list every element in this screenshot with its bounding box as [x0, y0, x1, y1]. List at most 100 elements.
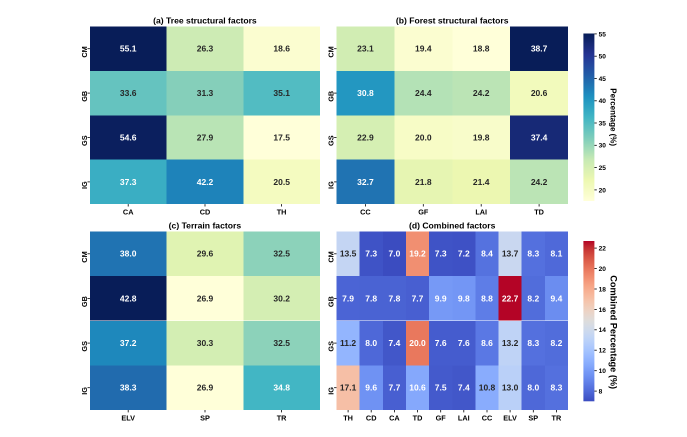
svg-text:10.6: 10.6 [409, 383, 426, 393]
svg-text:17.1: 17.1 [340, 383, 357, 393]
svg-text:GB: GB [327, 91, 336, 102]
svg-text:TD: TD [413, 414, 423, 423]
svg-text:8.3: 8.3 [527, 249, 539, 259]
svg-text:22: 22 [599, 246, 607, 253]
svg-text:GB: GB [80, 91, 89, 102]
svg-text:42.2: 42.2 [197, 177, 214, 187]
svg-text:26.9: 26.9 [197, 383, 214, 393]
svg-text:8: 8 [599, 389, 603, 396]
svg-text:GB: GB [80, 296, 89, 307]
svg-text:37.3: 37.3 [120, 177, 137, 187]
svg-text:8.0: 8.0 [365, 338, 377, 348]
svg-text:Combined Percentage (%): Combined Percentage (%) [609, 275, 619, 389]
svg-text:30.3: 30.3 [197, 338, 214, 348]
svg-text:CA: CA [123, 208, 134, 217]
svg-text:IG: IG [80, 181, 89, 189]
svg-text:SP: SP [200, 414, 210, 423]
svg-text:38.0: 38.0 [120, 249, 137, 259]
svg-text:35.1: 35.1 [273, 88, 290, 98]
svg-text:(a) Tree structural factors: (a) Tree structural factors [153, 15, 257, 25]
svg-text:19.8: 19.8 [473, 132, 490, 142]
svg-text:SP: SP [528, 414, 538, 423]
svg-text:8.2: 8.2 [550, 338, 562, 348]
svg-text:IG: IG [80, 387, 89, 395]
svg-text:34.8: 34.8 [273, 383, 290, 393]
svg-text:30: 30 [599, 143, 607, 150]
svg-text:CC: CC [360, 208, 371, 217]
svg-text:8.3: 8.3 [527, 338, 539, 348]
svg-text:8.4: 8.4 [481, 249, 493, 259]
svg-text:23.1: 23.1 [357, 44, 374, 54]
svg-text:13.5: 13.5 [340, 249, 357, 259]
svg-text:20.5: 20.5 [273, 177, 290, 187]
svg-text:7.8: 7.8 [365, 293, 377, 303]
svg-text:TR: TR [277, 414, 287, 423]
svg-text:IG: IG [327, 181, 336, 189]
svg-text:20.0: 20.0 [409, 338, 426, 348]
svg-text:9.4: 9.4 [550, 293, 562, 303]
svg-text:7.2: 7.2 [458, 249, 470, 259]
svg-text:38.7: 38.7 [531, 44, 548, 54]
svg-text:17.5: 17.5 [273, 132, 290, 142]
svg-text:22.7: 22.7 [502, 293, 519, 303]
svg-text:GS: GS [327, 135, 336, 146]
svg-text:CC: CC [482, 414, 493, 423]
svg-text:45: 45 [599, 76, 607, 83]
svg-text:32.5: 32.5 [273, 338, 290, 348]
svg-text:25: 25 [599, 165, 607, 172]
svg-text:20.6: 20.6 [531, 88, 548, 98]
svg-text:27.9: 27.9 [197, 132, 214, 142]
svg-text:(b) Forest structural factors: (b) Forest structural factors [396, 15, 509, 25]
svg-text:19.2: 19.2 [409, 249, 426, 259]
svg-text:(d) Combined factors: (d) Combined factors [409, 220, 496, 230]
svg-text:31.3: 31.3 [197, 88, 214, 98]
svg-text:29.6: 29.6 [197, 249, 214, 259]
svg-text:7.6: 7.6 [435, 338, 447, 348]
svg-text:8.6: 8.6 [481, 338, 493, 348]
svg-text:33.6: 33.6 [120, 88, 137, 98]
svg-text:GF: GF [418, 208, 429, 217]
svg-text:12: 12 [599, 348, 607, 355]
svg-text:10: 10 [599, 368, 607, 375]
svg-text:LAI: LAI [475, 208, 487, 217]
svg-text:30.8: 30.8 [357, 88, 374, 98]
svg-text:11.2: 11.2 [340, 338, 356, 348]
svg-text:26.9: 26.9 [197, 293, 214, 303]
svg-text:24.2: 24.2 [531, 177, 548, 187]
svg-text:20: 20 [599, 187, 607, 194]
svg-text:TR: TR [552, 414, 562, 423]
svg-text:LAI: LAI [458, 414, 470, 423]
svg-text:GF: GF [436, 414, 447, 423]
svg-text:8.3: 8.3 [550, 383, 562, 393]
svg-text:22.9: 22.9 [357, 132, 374, 142]
svg-text:20: 20 [599, 266, 607, 273]
svg-text:(c) Terrain factors: (c) Terrain factors [169, 220, 242, 230]
svg-text:24.4: 24.4 [415, 88, 432, 98]
svg-text:8.2: 8.2 [527, 293, 539, 303]
svg-text:30.2: 30.2 [273, 293, 290, 303]
svg-text:32.5: 32.5 [273, 249, 290, 259]
svg-text:ELV: ELV [503, 414, 517, 423]
svg-text:GS: GS [80, 135, 89, 146]
svg-text:50: 50 [599, 54, 607, 61]
svg-text:CA: CA [389, 414, 400, 423]
svg-text:GS: GS [327, 341, 336, 352]
svg-text:7.4: 7.4 [458, 383, 470, 393]
svg-text:20.0: 20.0 [415, 132, 432, 142]
svg-text:7.4: 7.4 [388, 338, 400, 348]
svg-text:13.7: 13.7 [502, 249, 519, 259]
svg-text:9.9: 9.9 [435, 293, 447, 303]
svg-text:TH: TH [343, 414, 353, 423]
svg-text:7.6: 7.6 [458, 338, 470, 348]
svg-text:7.3: 7.3 [435, 249, 447, 259]
svg-text:IG: IG [327, 387, 336, 395]
svg-text:7.8: 7.8 [388, 293, 400, 303]
svg-text:19.4: 19.4 [415, 44, 432, 54]
svg-text:54.6: 54.6 [120, 132, 137, 142]
svg-text:55: 55 [599, 31, 607, 38]
svg-text:10.8: 10.8 [479, 383, 496, 393]
svg-text:ELV: ELV [121, 414, 135, 423]
svg-text:42.8: 42.8 [120, 293, 137, 303]
svg-text:37.2: 37.2 [120, 338, 137, 348]
svg-text:7.9: 7.9 [342, 293, 354, 303]
